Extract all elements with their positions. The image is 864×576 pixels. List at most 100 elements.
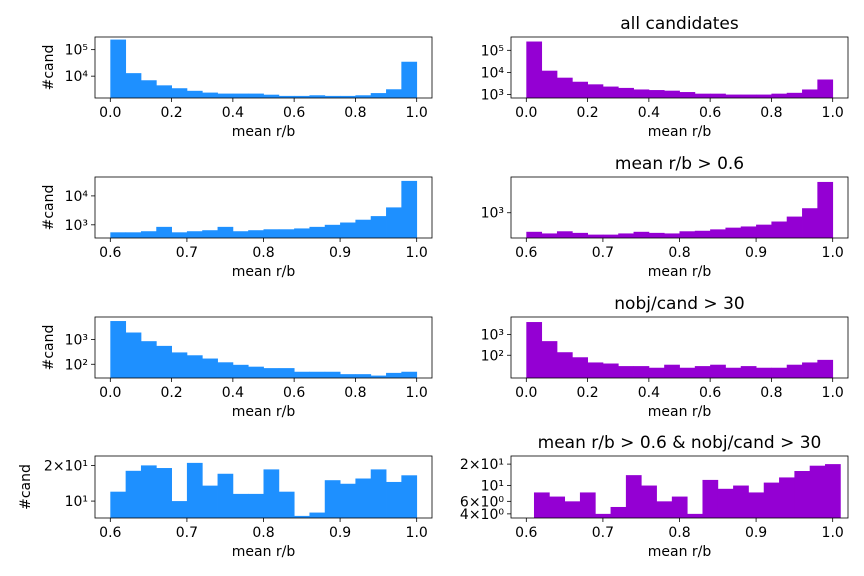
subplot-row4-left: 0.6 0.7 0.8 0.9 1.0 10¹ 2×10¹ mean r/b #cand xyxy=(18,455,433,560)
subplot-row3-right: 0.0 0.2 0.4 0.6 0.8 1.0 10² 10³ mean r/b nobj/can… xyxy=(481,294,849,420)
x-tick-label: 0.6 xyxy=(699,105,721,121)
histogram-bar xyxy=(340,374,356,378)
histogram-bar xyxy=(140,341,157,378)
x-axis-label: mean r/b xyxy=(232,544,296,560)
histogram-bar xyxy=(386,481,402,518)
y-tick-label: 10⁴ xyxy=(481,65,505,81)
x-tick-label: 0.4 xyxy=(638,105,660,121)
histogram-bar xyxy=(186,462,203,518)
histogram-bar xyxy=(526,41,543,98)
histogram-bar xyxy=(664,364,680,378)
histogram-bar xyxy=(171,501,188,518)
y-tick-label: 10² xyxy=(65,357,88,373)
histogram-bar xyxy=(370,469,387,518)
histogram-bar xyxy=(595,513,611,518)
histogram-bar xyxy=(533,492,550,518)
x-axis-label: mean r/b xyxy=(648,264,712,280)
histogram-bar xyxy=(171,232,188,238)
x-axis-label: mean r/b xyxy=(648,124,712,140)
subplot-title: nobj/cand > 30 xyxy=(614,294,744,314)
x-axis-label: mean r/b xyxy=(232,404,296,420)
histogram-bar xyxy=(263,229,280,238)
histogram-bar xyxy=(817,79,834,98)
histogram-bar xyxy=(309,512,326,518)
x-tick-label: 0.2 xyxy=(576,105,598,121)
histogram-bar xyxy=(541,70,558,98)
histogram-bar xyxy=(825,464,841,518)
histogram-bar xyxy=(401,61,418,98)
histogram-bar xyxy=(618,366,634,378)
axes-frame xyxy=(94,36,433,99)
histogram-bar xyxy=(633,231,650,238)
histogram-bar xyxy=(572,357,588,378)
histogram-bar xyxy=(763,482,780,518)
histogram-bar xyxy=(125,470,142,518)
histogram-bar xyxy=(541,233,558,238)
axes-frame xyxy=(510,316,849,379)
histogram-bar xyxy=(602,363,619,378)
histogram-bar xyxy=(710,229,726,238)
y-tick-label: 10¹ xyxy=(481,479,504,495)
y-tick-label: 4×10⁰ xyxy=(460,507,504,523)
histogram-bar xyxy=(340,95,356,98)
histogram-bar xyxy=(648,90,665,98)
histogram-bar xyxy=(294,228,310,238)
histogram-bar xyxy=(786,92,803,98)
histogram-bar xyxy=(202,485,218,518)
y-tick-label: 6×10⁰ xyxy=(460,494,504,510)
histogram-bar xyxy=(125,232,142,238)
histogram-bar xyxy=(156,85,172,98)
histogram-bar xyxy=(633,366,650,378)
x-tick-label: 0.7 xyxy=(592,245,614,261)
subplot-row1-left: 0.0 0.2 0.4 0.6 0.8 1.0 10⁴ 10⁵ mean r/b #cand xyxy=(41,36,433,140)
y-tick-label: 10⁵ xyxy=(481,43,504,59)
x-tick-label: 0.9 xyxy=(745,245,767,261)
x-tick-label: 0.9 xyxy=(329,245,351,261)
x-tick-label: 1.0 xyxy=(822,385,844,401)
x-tick-label: 0.0 xyxy=(99,385,121,401)
histogram-bar xyxy=(401,180,418,238)
x-tick-label: 0.8 xyxy=(252,525,274,541)
x-tick-label: 0.6 xyxy=(283,105,305,121)
histogram-bar xyxy=(641,485,657,518)
histogram-bar xyxy=(202,92,218,98)
x-tick-label: 1.0 xyxy=(406,525,428,541)
histogram-bar xyxy=(771,93,788,98)
histogram-bar xyxy=(140,231,157,238)
x-tick-label: 1.0 xyxy=(822,105,844,121)
histogram-bar xyxy=(618,87,634,98)
histogram-bar xyxy=(386,207,402,238)
histogram-bar xyxy=(125,73,142,98)
histogram-bar xyxy=(786,216,803,238)
histogram-bar xyxy=(710,93,726,98)
x-tick-label: 0.6 xyxy=(699,385,721,401)
histogram-bar xyxy=(710,364,726,378)
histogram-bar xyxy=(579,492,596,518)
histogram-bar xyxy=(186,231,203,238)
histogram-bar xyxy=(156,468,172,518)
y-tick-label: 10² xyxy=(481,348,504,364)
x-tick-label: 0.4 xyxy=(222,385,244,401)
histogram-bar xyxy=(694,366,711,378)
histogram-bar xyxy=(370,375,387,378)
histogram-bar xyxy=(809,465,826,518)
histogram-bar xyxy=(186,355,203,378)
histogram-bar xyxy=(386,372,402,378)
x-tick-label: 1.0 xyxy=(822,245,844,261)
histogram-bar xyxy=(556,231,573,238)
histogram-bar xyxy=(232,93,249,98)
histogram-bar xyxy=(740,366,757,378)
histogram-bar xyxy=(679,92,696,98)
histogram-bar xyxy=(817,359,834,378)
y-tick-label: 10³ xyxy=(481,88,504,104)
x-tick-label: 0.8 xyxy=(760,385,782,401)
x-axis-label: mean r/b xyxy=(648,544,712,560)
histogram-bar xyxy=(648,367,665,378)
histogram-bar xyxy=(725,227,742,238)
histogram-bar xyxy=(556,77,573,98)
histogram-bar xyxy=(294,95,310,98)
y-tick-label: 10¹ xyxy=(65,494,88,510)
x-tick-label: 0.8 xyxy=(344,105,366,121)
subplot-title: mean r/b > 0.6 & nobj/cand > 30 xyxy=(538,433,822,453)
